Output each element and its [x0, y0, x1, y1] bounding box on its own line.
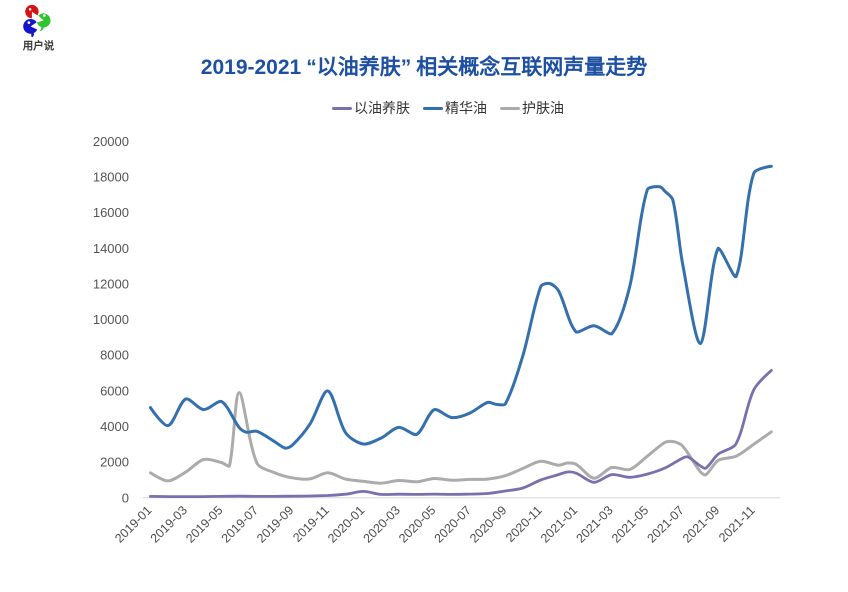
- svg-text:2019-05: 2019-05: [183, 503, 225, 545]
- svg-text:2021-07: 2021-07: [644, 503, 686, 545]
- svg-text:2020-11: 2020-11: [503, 503, 545, 545]
- svg-text:2020-03: 2020-03: [361, 503, 403, 545]
- svg-text:18000: 18000: [93, 169, 129, 184]
- svg-text:8000: 8000: [100, 348, 129, 363]
- svg-text:2019-07: 2019-07: [219, 503, 261, 545]
- svg-text:0: 0: [122, 490, 129, 505]
- svg-text:10000: 10000: [93, 312, 129, 327]
- svg-text:14000: 14000: [93, 241, 129, 256]
- svg-text:2019-03: 2019-03: [148, 503, 190, 545]
- svg-text:2020-01: 2020-01: [325, 503, 367, 545]
- svg-text:6000: 6000: [100, 383, 129, 398]
- svg-text:2021-05: 2021-05: [609, 503, 651, 545]
- svg-text:2019-11: 2019-11: [290, 503, 332, 545]
- svg-text:2000: 2000: [100, 455, 129, 470]
- svg-text:2021-03: 2021-03: [573, 503, 615, 545]
- svg-text:12000: 12000: [93, 276, 129, 291]
- svg-text:2021-11: 2021-11: [716, 503, 758, 545]
- svg-text:2019-09: 2019-09: [254, 503, 296, 545]
- svg-text:16000: 16000: [93, 205, 129, 220]
- svg-text:2021-01: 2021-01: [538, 503, 580, 545]
- svg-text:2020-07: 2020-07: [432, 503, 474, 545]
- svg-text:20000: 20000: [93, 134, 129, 149]
- svg-text:2020-09: 2020-09: [467, 503, 509, 545]
- svg-text:2020-05: 2020-05: [396, 503, 438, 545]
- svg-text:4000: 4000: [100, 419, 129, 434]
- svg-text:2019-01: 2019-01: [112, 503, 154, 545]
- svg-text:2021-09: 2021-09: [680, 503, 722, 545]
